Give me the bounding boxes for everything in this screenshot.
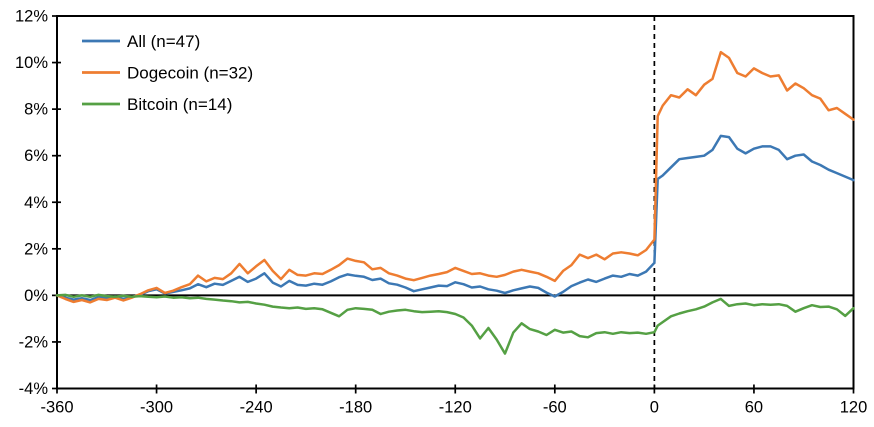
legend: All (n=47) Dogecoin (n=32) Bitcoin (n=14)	[82, 32, 253, 114]
series-line-3	[55, 293, 855, 355]
y-tick-label: 8%	[24, 101, 48, 119]
y-tick-label: 4%	[24, 194, 48, 212]
legend-label: Bitcoin (n=14)	[127, 95, 232, 114]
x-tick-label: -120	[439, 399, 472, 417]
x-tick-label: -240	[240, 399, 273, 417]
x-tick-label: -360	[40, 399, 73, 417]
legend-item-3: Bitcoin (n=14)	[82, 95, 232, 114]
x-tick-label: -180	[339, 399, 372, 417]
legend-label: All (n=47)	[127, 32, 200, 51]
y-tick-label: 10%	[15, 54, 48, 72]
y-tick-label: -2%	[19, 333, 49, 351]
y-tick-label: 2%	[24, 240, 48, 258]
legend-item-1: All (n=47)	[82, 32, 200, 51]
series-line-2	[55, 50, 855, 304]
legend-item-2: Dogecoin (n=32)	[82, 64, 253, 83]
y-tick-label: 6%	[24, 147, 48, 165]
x-tick-label: -300	[140, 399, 173, 417]
y-tick-label: -4%	[19, 380, 49, 398]
series-line-1	[55, 134, 855, 302]
y-tick-label: 0%	[24, 287, 48, 305]
y-tick-label: 12%	[15, 8, 48, 26]
x-tick-label: 0	[650, 399, 659, 417]
x-tick-label: -60	[543, 399, 567, 417]
x-tick-label: 60	[745, 399, 763, 417]
legend-label: Dogecoin (n=32)	[127, 64, 253, 83]
x-tick-label: 120	[840, 399, 868, 417]
